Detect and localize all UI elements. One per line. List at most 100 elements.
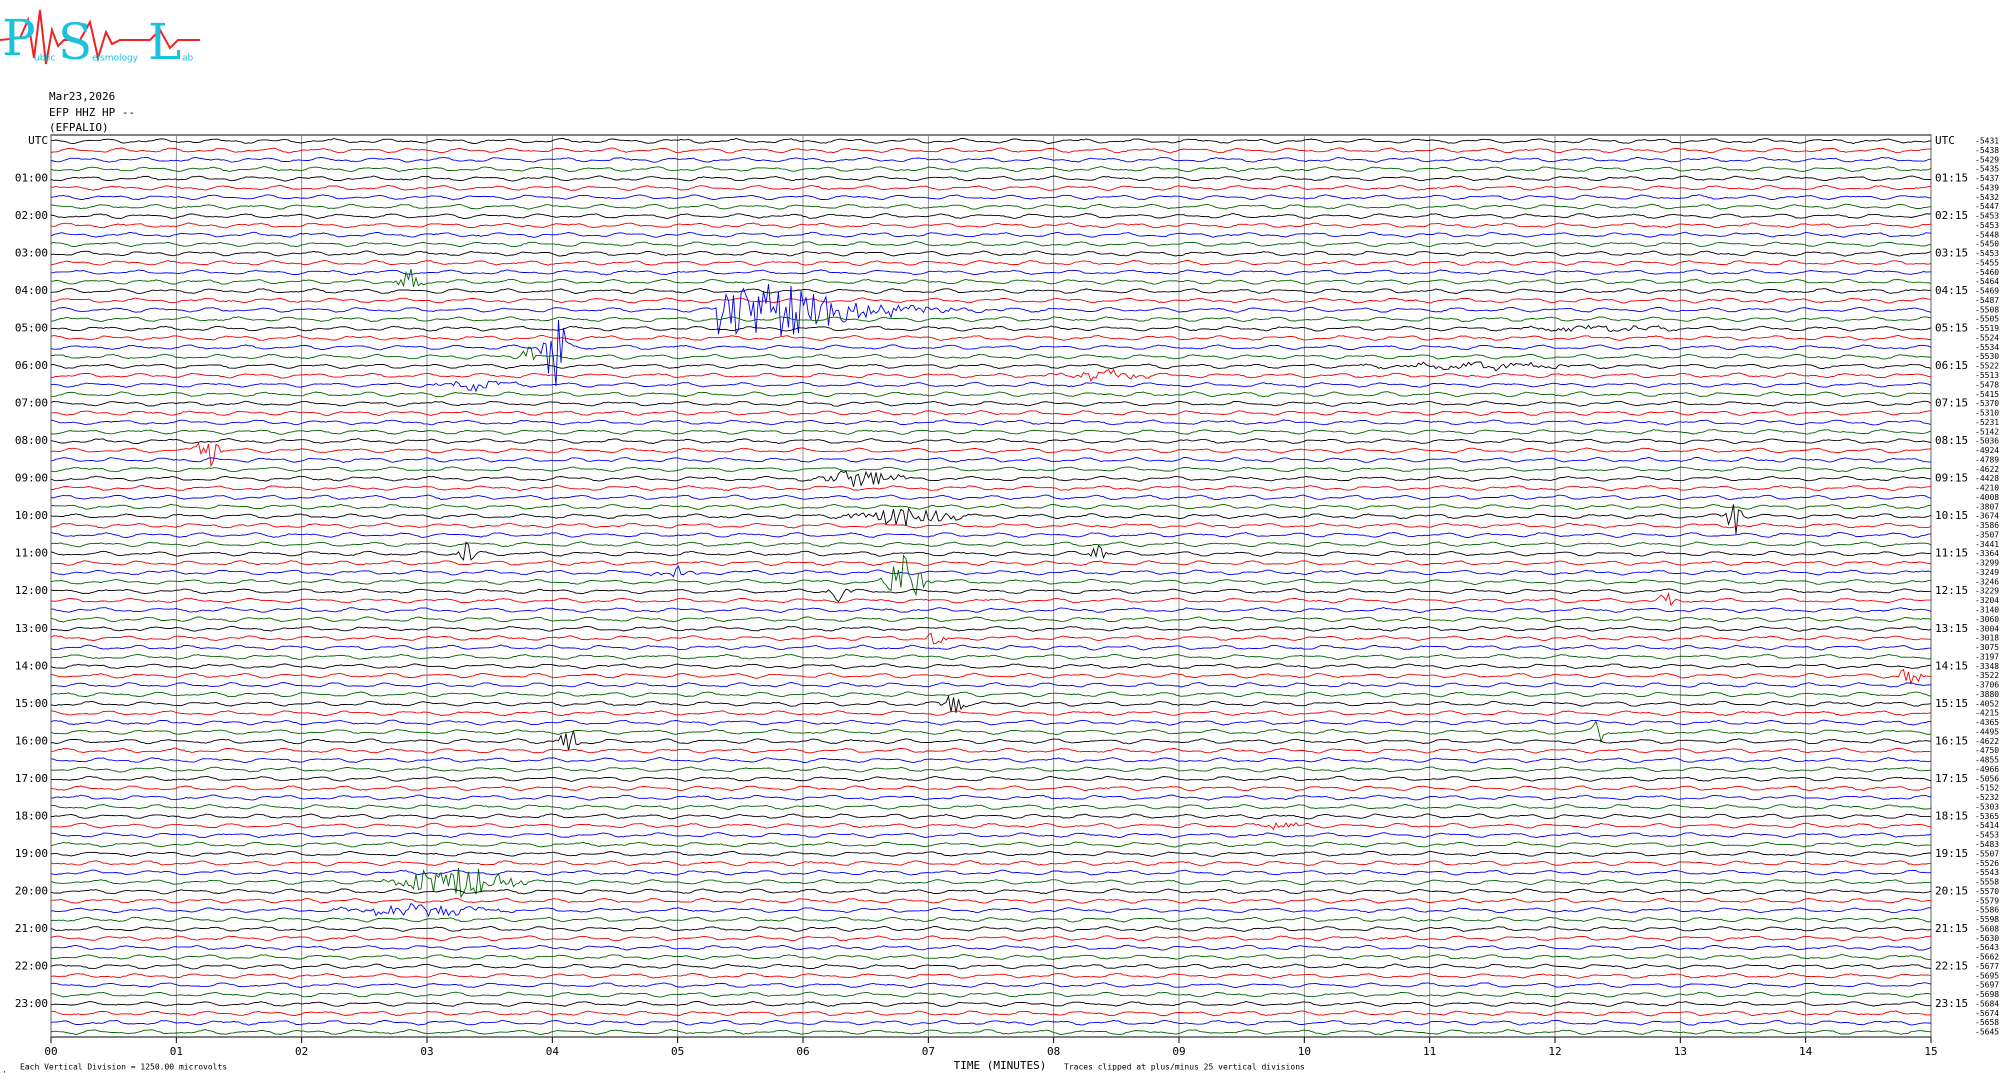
trace-offset: -5450 [1975, 240, 1999, 249]
trace-offset: -5483 [1975, 840, 1999, 849]
right-hour-label: 12:15 [1935, 584, 1968, 597]
x-tick-label: 13 [1674, 1045, 1687, 1058]
trace-offset: -5432 [1975, 193, 1999, 202]
trace [50, 860, 1932, 867]
trace-offset: -4855 [1975, 756, 1999, 765]
trace-offset: -4052 [1975, 699, 1999, 708]
left-hour-label: 13:00 [15, 622, 48, 635]
x-tick-label: 07 [922, 1045, 935, 1058]
trace [50, 691, 1932, 698]
trace-offset: -5447 [1975, 202, 1999, 211]
trace-offset: -5543 [1975, 868, 1999, 877]
trace [50, 231, 1931, 238]
scale-note: Each Vertical Division = 1250.00 microvo… [20, 1063, 227, 1072]
trace [50, 470, 1932, 487]
trace [50, 419, 1932, 426]
trace [50, 541, 1932, 548]
trace-offset: -5662 [1975, 953, 1999, 962]
trace-offset: -4622 [1975, 465, 1999, 474]
trace-offset: -3060 [1975, 615, 1999, 624]
trace-offset: -3204 [1975, 596, 1999, 605]
trace [50, 368, 1932, 383]
trace [51, 991, 1932, 998]
trace-offset: -5448 [1975, 230, 1999, 239]
right-hour-label: 03:15 [1935, 247, 1968, 260]
trace-offset: -3018 [1975, 634, 1999, 643]
clip-note: Traces clipped at plus/minus 25 vertical… [1064, 1063, 1305, 1072]
trace [50, 719, 1932, 726]
trace-offset: -3299 [1975, 559, 1999, 568]
trace-offset: -5469 [1975, 287, 1999, 296]
trace-offset: -5453 [1975, 212, 1999, 221]
trace-offset: -3140 [1975, 606, 1999, 615]
trace [50, 730, 1932, 751]
trace [50, 954, 1932, 961]
trace-offset: -3249 [1975, 568, 1999, 577]
trace [51, 522, 1932, 529]
trace [50, 785, 1932, 792]
trace [50, 485, 1932, 492]
trace [50, 494, 1932, 501]
x-tick-label: 03 [420, 1045, 433, 1058]
logo-word: ab [182, 54, 194, 64]
station: (EFPALIO) [49, 121, 109, 134]
left-hour-label: 08:00 [15, 434, 48, 447]
trace-offset: -5695 [1975, 971, 1999, 980]
trace [50, 694, 1932, 713]
trace-offset: -5414 [1975, 821, 1999, 830]
trace [50, 1029, 1932, 1036]
trace-offset: -4495 [1975, 727, 1999, 736]
left-hour-label: 15:00 [15, 697, 48, 710]
trace-offset: -5310 [1975, 409, 1999, 418]
left-hour-label: 10:00 [15, 509, 48, 522]
trace-offset: -4789 [1975, 455, 1999, 464]
trace [50, 503, 1932, 510]
trace-offset: -5530 [1975, 352, 1999, 361]
trace [50, 288, 1932, 294]
left-hour-label: 19:00 [15, 847, 48, 860]
trace-offset: -5152 [1975, 784, 1999, 793]
corner-mark: . [2, 1066, 7, 1075]
trace-offset: -3246 [1975, 577, 1999, 586]
trace-offset: -5677 [1975, 962, 1999, 971]
trace-offset: -5630 [1975, 934, 1999, 943]
left-hour-label: 16:00 [15, 734, 48, 747]
right-hour-label: 07:15 [1935, 397, 1968, 410]
trace [50, 147, 1932, 154]
trace [50, 935, 1932, 942]
left-hour-label: 12:00 [15, 584, 48, 597]
trace [50, 616, 1932, 623]
trace [50, 888, 1932, 895]
left-hour-label: 18:00 [15, 809, 48, 822]
left-hour-label: 23:00 [15, 997, 48, 1010]
x-tick-label: 05 [671, 1045, 684, 1058]
trace [50, 156, 1932, 163]
trace-offset: -5524 [1975, 333, 1999, 342]
trace [50, 541, 1932, 561]
trace [50, 1019, 1932, 1026]
x-tick-label: 04 [546, 1045, 560, 1058]
trace-offset: -4622 [1975, 737, 1999, 746]
trace-offset: -5658 [1975, 1018, 1999, 1027]
trace [50, 625, 1932, 632]
left-hour-label: 14:00 [15, 659, 48, 672]
left-hour-label: 01:00 [15, 172, 48, 185]
x-tick-label: 11 [1423, 1045, 1436, 1058]
trace [50, 972, 1932, 979]
trace-offset: -5365 [1975, 812, 1999, 821]
trace-offset: -5522 [1975, 362, 1999, 371]
trace [50, 297, 1932, 304]
left-hour-label: 20:00 [15, 884, 48, 897]
trace-offset: -5519 [1975, 324, 1999, 333]
date: Mar23,2026 [49, 90, 115, 103]
right-hour-label: 18:15 [1935, 809, 1968, 822]
trace [50, 250, 1932, 257]
trace [50, 963, 1932, 970]
x-tick-label: 14 [1799, 1045, 1813, 1058]
left-hour-label: UTC [28, 134, 48, 147]
trace [50, 757, 1932, 764]
trace-offset: -5415 [1975, 390, 1999, 399]
trace [50, 850, 1932, 857]
trace-offset: -3586 [1975, 521, 1999, 530]
trace-offset: -5232 [1975, 793, 1999, 802]
